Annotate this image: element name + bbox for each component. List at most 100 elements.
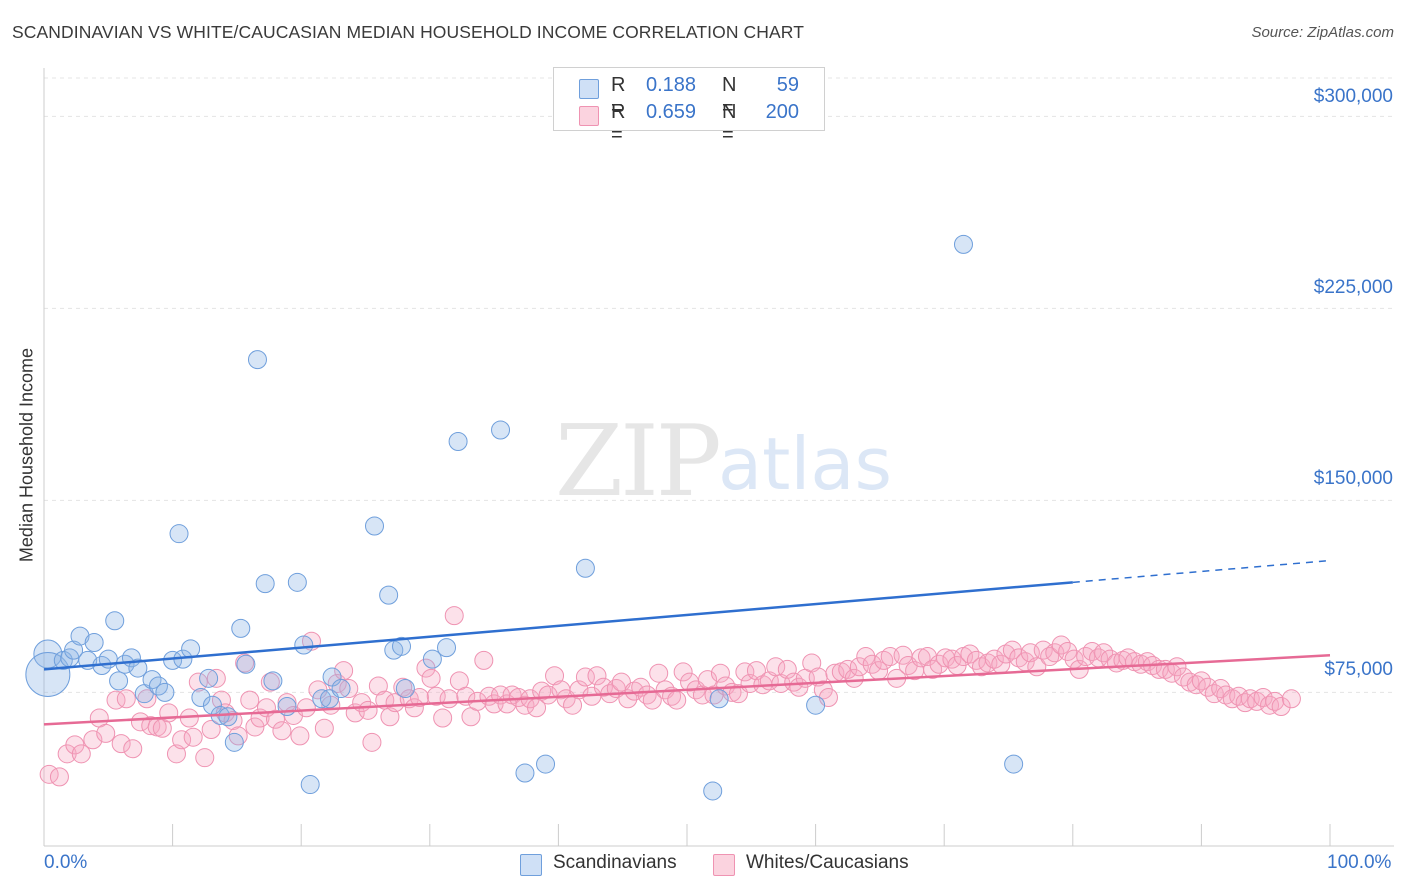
white-caucasian-point xyxy=(116,689,136,709)
white-caucasian-point xyxy=(362,732,382,752)
y-tick-label: $225,000 xyxy=(1313,277,1393,298)
scandinavian-point xyxy=(536,754,556,774)
scandinavian-point xyxy=(218,707,238,727)
white-caucasian-point xyxy=(296,698,316,718)
white-caucasian-point xyxy=(942,649,962,669)
legend-swatch-blue xyxy=(520,854,542,876)
scandinavian-point xyxy=(287,572,307,592)
scandinavian-point xyxy=(709,689,729,709)
scandinavian-point xyxy=(191,688,211,708)
white-caucasian-point xyxy=(410,688,430,708)
legend-label: Whites/Caucasians xyxy=(746,852,909,873)
y-tick-label: $150,000 xyxy=(1313,468,1393,489)
y-tick-label: $75,000 xyxy=(1324,659,1393,680)
white-caucasian-point xyxy=(211,690,231,710)
watermark-atlas: atlas xyxy=(718,422,892,506)
scandinavian-point xyxy=(70,626,90,646)
white-caucasian-point xyxy=(474,650,494,670)
scandinavian-point xyxy=(263,671,283,691)
scandinavian-point xyxy=(806,695,826,715)
white-caucasian-point xyxy=(245,717,265,737)
legend-r-value: 0.659 xyxy=(646,101,697,123)
white-caucasian-point xyxy=(433,708,453,728)
scandinavian-point xyxy=(236,654,256,674)
white-caucasian-point xyxy=(667,690,687,710)
scandinavian-point xyxy=(379,585,399,605)
white-caucasian-point xyxy=(137,689,157,709)
white-caucasian-point xyxy=(545,666,565,686)
white-caucasian-point xyxy=(141,716,161,736)
legend-swatch-blue xyxy=(579,79,599,99)
x-tick-label: 0.0% xyxy=(44,852,88,873)
y-tick-label: $300,000 xyxy=(1313,86,1393,107)
white-caucasian-point xyxy=(923,659,943,679)
legend-r-label: R = xyxy=(611,74,626,119)
chart-source: Source: ZipAtlas.com xyxy=(1251,24,1394,41)
scandinavian-point xyxy=(64,640,84,660)
scandinavian-point xyxy=(247,350,267,370)
scandinavian-point xyxy=(255,574,275,594)
scandinavian-point xyxy=(365,516,385,536)
white-caucasian-point xyxy=(188,672,208,692)
white-caucasian-point xyxy=(444,606,464,626)
x-tick-label: 100.0% xyxy=(1327,852,1392,873)
white-caucasian-point xyxy=(1058,641,1078,661)
white-caucasian-trend-line xyxy=(43,654,1331,726)
scandinavian-point xyxy=(128,658,148,678)
scandinavian-trend-extension xyxy=(1072,559,1331,584)
legend-swatch-pink xyxy=(713,854,735,876)
white-caucasian-point xyxy=(223,711,243,731)
white-caucasian-point xyxy=(290,726,310,746)
white-caucasian-point xyxy=(123,739,143,759)
white-caucasian-point xyxy=(111,734,131,754)
scandinavian-point xyxy=(199,668,219,688)
white-caucasian-point xyxy=(206,668,226,688)
scandinavian-point xyxy=(169,524,189,544)
stats-legend: R = 0.188 N = 59 R = 0.659 N = 200 xyxy=(553,67,825,146)
scandinavian-point xyxy=(300,775,320,795)
white-caucasian-point xyxy=(96,723,116,743)
white-caucasian-point xyxy=(71,744,91,764)
white-caucasian-point xyxy=(368,676,388,696)
white-caucasian-point xyxy=(183,727,203,747)
white-caucasian-point xyxy=(637,685,657,705)
white-caucasian-point xyxy=(844,668,864,688)
scandinavian-point xyxy=(84,632,104,652)
white-caucasian-point xyxy=(421,668,441,688)
white-caucasian-point xyxy=(1253,688,1273,708)
scandinavian-trend-line xyxy=(43,581,1073,671)
white-caucasian-point xyxy=(265,709,285,729)
white-caucasian-point xyxy=(314,718,334,738)
white-caucasian-point xyxy=(339,679,359,699)
scandinavian-point xyxy=(231,618,251,638)
legend-n-label: N = xyxy=(722,101,737,146)
y-axis-label: Median Household Income xyxy=(16,347,37,563)
white-caucasian-point xyxy=(649,663,669,683)
white-caucasian-point xyxy=(984,649,1004,669)
scandinavian-point xyxy=(1004,754,1024,774)
scandinavian-point xyxy=(25,651,71,697)
scandinavian-point xyxy=(224,732,244,752)
white-caucasian-point xyxy=(1040,647,1060,667)
legend-n-value: 200 xyxy=(765,101,799,123)
white-caucasian-point xyxy=(515,695,535,715)
scandinavian-point xyxy=(331,679,351,699)
white-caucasian-point xyxy=(240,690,260,710)
scandinavian-point xyxy=(515,763,535,783)
white-caucasian-point xyxy=(710,663,730,683)
legend-n-value: 59 xyxy=(776,74,799,96)
scandinavian-point xyxy=(109,671,129,691)
legend-n-label: N = xyxy=(722,74,737,119)
white-caucasian-point xyxy=(746,661,766,681)
white-caucasian-point xyxy=(673,662,693,682)
white-caucasian-point xyxy=(439,689,459,709)
legend-swatch-pink xyxy=(579,106,599,126)
white-caucasian-point xyxy=(172,730,192,750)
scandinavian-point xyxy=(294,635,314,655)
white-caucasian-point xyxy=(1265,691,1285,711)
white-caucasian-point xyxy=(195,748,215,768)
white-caucasian-point xyxy=(49,767,69,787)
scandinavian-point xyxy=(312,689,332,709)
white-caucasian-point xyxy=(538,685,558,705)
